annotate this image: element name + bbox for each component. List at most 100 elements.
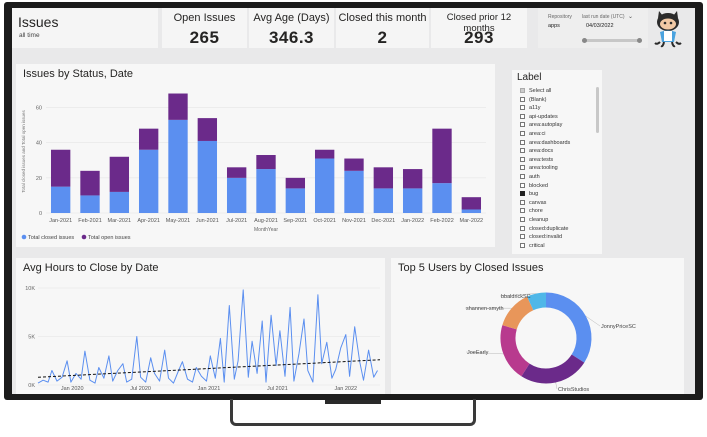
slicer-checkbox[interactable] (520, 174, 525, 180)
bar-open-issues[interactable] (314, 149, 335, 159)
bar-closed-issues[interactable] (461, 209, 482, 213)
slicer-item[interactable]: area:autoplay (520, 121, 562, 129)
bar-closed-issues[interactable] (109, 191, 130, 213)
bar-open-issues[interactable] (461, 197, 482, 210)
bar-open-issues[interactable] (109, 156, 130, 192)
x-tick-label: Jan 2020 (61, 386, 84, 392)
bar-closed-issues[interactable] (80, 195, 100, 213)
slicer-item[interactable]: cleanup (520, 216, 548, 224)
donut-slice[interactable] (502, 296, 534, 330)
bar-closed-issues[interactable] (138, 149, 159, 213)
bar-open-issues[interactable] (138, 128, 159, 150)
slicer-checkbox[interactable] (520, 182, 525, 188)
y-tick-label: 40 (36, 141, 42, 147)
slicer-checkbox[interactable] (520, 122, 525, 128)
donut-label: ChrisStudios (558, 387, 589, 393)
title-card: Issues all time (12, 8, 158, 48)
bar-open-issues[interactable] (402, 169, 423, 189)
slicer-checkbox[interactable] (520, 105, 525, 111)
slicer-item[interactable]: blocked (520, 182, 548, 190)
label-slicer-list: Select all (Blank) a11y api-updates area:aut… (520, 87, 594, 252)
slicer-checkbox[interactable] (520, 139, 525, 145)
bar-open-issues[interactable] (285, 177, 306, 189)
bar-closed-issues[interactable] (402, 188, 423, 213)
slicer-checkbox[interactable] (520, 148, 525, 154)
slicer-checkbox[interactable] (520, 208, 525, 214)
slicer-checkbox[interactable] (520, 242, 525, 248)
slicer-item-label: a11y (529, 105, 541, 112)
bar-closed-issues[interactable] (314, 158, 335, 213)
slicer-item[interactable]: area:docs (520, 147, 553, 155)
bar-closed-issues[interactable] (168, 119, 188, 213)
bar-closed-issues[interactable] (373, 188, 394, 213)
issues-by-status-chart: 0 20 40 60 Jan-2021 Feb-2021 Mar-2021 Apr-2021 M… (21, 93, 486, 241)
slicer-checkbox[interactable] (520, 96, 525, 102)
slicer-item[interactable]: canvas (520, 199, 546, 207)
bar-open-issues[interactable] (373, 167, 394, 189)
slicer-checkbox[interactable] (520, 199, 525, 205)
bar-open-issues[interactable] (197, 118, 218, 141)
slicer-item[interactable]: area:ci (520, 130, 546, 138)
bar-open-issues[interactable] (432, 128, 452, 184)
y-tick-label: 60 (36, 106, 42, 112)
slicer-item[interactable]: Select all (520, 87, 551, 95)
slicer-checkbox[interactable] (520, 88, 525, 94)
chevron-down-icon[interactable]: ⌄ (628, 14, 634, 20)
kpi-value: 293 (464, 28, 494, 47)
bar-closed-issues[interactable] (50, 186, 71, 213)
slicer-checkbox[interactable] (520, 234, 525, 240)
bar-open-issues[interactable] (344, 158, 364, 171)
trend-line (37, 359, 381, 378)
bar-open-issues[interactable] (256, 155, 276, 170)
slicer-checkbox[interactable] (520, 165, 525, 171)
bar-open-issues[interactable] (80, 170, 100, 196)
donut-slice[interactable] (545, 292, 592, 363)
slicer-checkbox[interactable] (520, 225, 525, 231)
donut-slice[interactable] (521, 354, 585, 384)
label-slicer: Label Select all (Blank) a11y api-updates ar… (512, 70, 602, 254)
slicer-scrollbar[interactable] (596, 87, 599, 133)
slicer-item[interactable]: a11y (520, 104, 541, 112)
slicer-item[interactable]: area:tooling (520, 164, 558, 172)
slicer-item[interactable]: critical (520, 242, 545, 250)
slicer-item[interactable]: area:tests (520, 156, 553, 164)
slicer-item-label: closed:duplicate (529, 225, 569, 232)
donut-slice[interactable] (500, 325, 530, 377)
kpi-label: Closed this month (338, 12, 427, 24)
slicer-checkbox[interactable] (520, 191, 525, 197)
donut-slice[interactable] (527, 292, 547, 311)
label-slicer-title: Label (517, 72, 542, 83)
slicer-item[interactable]: bug (520, 190, 538, 198)
slicer-item-label: area:ci (529, 131, 546, 137)
slicer-item-label: area:autoplay (529, 122, 563, 129)
slicer-checkbox[interactable] (520, 156, 525, 162)
slicer-item[interactable]: auth (520, 173, 540, 181)
slicer-item[interactable]: chore (520, 207, 543, 215)
slicer-checkbox[interactable] (520, 217, 525, 223)
slicer-item[interactable]: api-updates (520, 113, 558, 121)
slicer-item[interactable]: closed:invalid (520, 233, 562, 241)
slicer-item-label: closed:invalid (529, 234, 563, 241)
bar-open-issues[interactable] (226, 167, 247, 178)
slicer-item[interactable]: (Blank) (520, 96, 546, 104)
slicer-item[interactable]: area:dashboards (520, 139, 570, 147)
slider-handle[interactable] (582, 38, 587, 43)
bar-closed-issues[interactable] (344, 170, 364, 213)
kpi-card-avg-age: Avg Age (Days) 346.3 (249, 8, 334, 48)
slicer-item[interactable]: closed:duplicate (520, 225, 568, 233)
bar-open-issues[interactable] (168, 93, 188, 120)
bar-open-issues[interactable] (50, 149, 71, 187)
slider-handle[interactable] (637, 38, 642, 43)
bar-closed-issues[interactable] (432, 183, 452, 213)
date-range-slider[interactable] (582, 38, 642, 43)
bar-closed-issues[interactable] (256, 169, 276, 213)
repository-value[interactable]: apps (548, 23, 560, 29)
repository-filter[interactable]: Repository apps last run date (UTC) 04/0… (538, 8, 648, 48)
monitor-stand-joint (325, 400, 381, 404)
slicer-item-label: critical (529, 242, 545, 249)
bar-closed-issues[interactable] (197, 140, 218, 213)
bar-closed-issues[interactable] (226, 177, 247, 213)
bar-closed-issues[interactable] (285, 188, 306, 213)
slicer-checkbox[interactable] (520, 113, 525, 119)
slicer-checkbox[interactable] (520, 131, 525, 137)
